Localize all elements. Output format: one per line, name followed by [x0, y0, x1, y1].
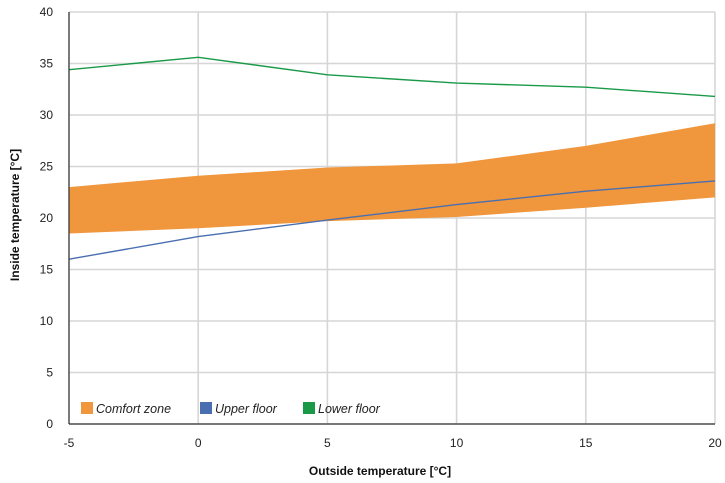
legend-label-lower-floor: Lower floor [318, 402, 381, 416]
y-tick-labels: 0 5 10 15 20 25 30 35 40 [40, 5, 54, 431]
series-line-upper-floor [68, 180, 716, 260]
legend-swatch-lower-floor [303, 402, 315, 414]
x-tick-label: 5 [324, 436, 331, 450]
comfort-zone-layer [69, 123, 715, 234]
y-tick-label: 40 [40, 5, 54, 19]
x-tick-label: 10 [450, 436, 464, 450]
comfort-zone-area [69, 123, 715, 234]
y-tick-label: 35 [40, 57, 54, 71]
y-tick-label: 15 [40, 263, 54, 277]
legend-swatch-comfort-zone [81, 402, 93, 414]
y-tick-label: 5 [46, 366, 53, 380]
x-axis-title: Outside temperature [°C] [309, 464, 451, 478]
y-axis-title: Inside temperature [°C] [8, 149, 22, 281]
legend-label-comfort-zone: Comfort zone [96, 402, 171, 416]
legend: Comfort zone Upper floor Lower floor [81, 402, 381, 416]
y-tick-label: 20 [40, 211, 54, 225]
y-tick-label: 25 [40, 160, 54, 174]
y-tick-label: 30 [40, 108, 54, 122]
x-tick-label: 15 [579, 436, 593, 450]
legend-label-upper-floor: Upper floor [215, 402, 278, 416]
x-tick-labels: -5 0 5 10 15 20 [64, 436, 722, 450]
series-layer [68, 56, 716, 260]
axes [68, 12, 715, 425]
y-tick-label: 10 [40, 314, 54, 328]
series-line-lower-floor [68, 56, 716, 98]
x-tick-label: 0 [195, 436, 202, 450]
legend-swatch-upper-floor [200, 402, 212, 414]
x-tick-label: 20 [708, 436, 722, 450]
x-tick-label: -5 [64, 436, 75, 450]
y-tick-label: 0 [46, 417, 53, 431]
